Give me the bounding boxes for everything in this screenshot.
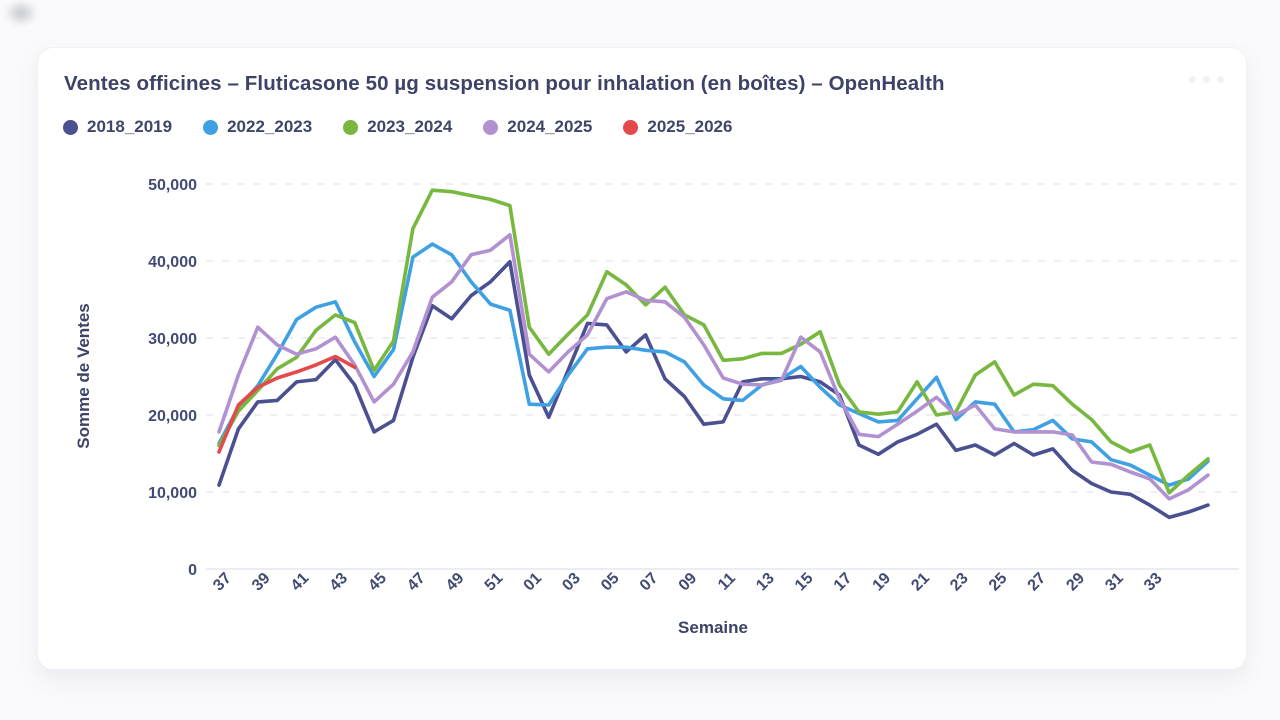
x-tick-label: 13: [753, 570, 778, 595]
legend-label: 2023_2024: [367, 117, 453, 136]
legend-item-2023_2024[interactable]: 2023_2024: [343, 117, 452, 137]
legend-swatch: [483, 119, 499, 135]
gridlines: [206, 183, 1239, 570]
legend-swatch: [343, 119, 359, 135]
x-tick-label: 31: [1102, 570, 1127, 595]
legend-item-2025_2026[interactable]: 2025_2026: [623, 117, 732, 137]
y-axis-title: Somme de Ventes: [74, 303, 93, 449]
y-tick-label: 30,000: [148, 331, 197, 348]
y-tick-label: 10,000: [148, 485, 197, 502]
x-tick-label: 05: [598, 570, 623, 595]
card-menu-button[interactable]: [1189, 76, 1224, 83]
x-tick-label: 27: [1025, 570, 1050, 595]
x-tick-label: 43: [327, 570, 352, 595]
chart-legend: 2018_2019 2022_2023 2023_2024 2024_2025 2025…: [63, 117, 732, 137]
series-line-2023_2024[interactable]: [217, 188, 1210, 495]
x-tick-label: 29: [1063, 570, 1088, 595]
series-line-2025_2026[interactable]: [217, 354, 357, 454]
series-line-2018_2019[interactable]: [217, 259, 1210, 520]
screen-artifact: [4, 0, 38, 26]
ellipsis-dot: [1203, 76, 1210, 83]
x-tick-label: 47: [404, 570, 429, 595]
x-tick-label: 09: [676, 570, 701, 595]
x-tick-label: 03: [559, 570, 584, 595]
x-tick-label: 45: [365, 570, 390, 595]
x-tick-label: 07: [637, 570, 662, 595]
series-lines: [217, 188, 1210, 520]
y-tick-label: 0: [188, 562, 197, 579]
x-tick-label: 23: [947, 570, 972, 595]
legend-item-2018_2019[interactable]: 2018_2019: [63, 117, 172, 137]
x-axis-tick-labels: 37 39 41 43 45 47 49 51 01 03 05 07 09 11 13 15 17 19 21 23…: [210, 570, 1166, 595]
chart-title: Ventes officines – Fluticasone 50 µg sus…: [64, 72, 945, 95]
x-tick-label: 51: [482, 570, 507, 595]
x-tick-label: 49: [443, 570, 468, 595]
series-line-2024_2025[interactable]: [217, 233, 1210, 501]
legend-swatch: [623, 119, 639, 135]
legend-label: 2024_2025: [507, 117, 593, 136]
y-tick-label: 40,000: [148, 254, 197, 271]
y-axis-tick-labels: 0 10,000 20,000 30,000 40,000 50,000: [148, 177, 197, 579]
x-tick-label: 21: [908, 570, 933, 595]
legend-label: 2022_2023: [227, 117, 313, 136]
y-tick-label: 50,000: [148, 177, 197, 194]
legend-swatch: [203, 119, 219, 135]
legend-label: 2018_2019: [87, 117, 173, 136]
sales-line-chart[interactable]: 0 10,000 20,000 30,000 40,000 50,000 37 39 41 43…: [38, 48, 1246, 669]
x-tick-label: 37: [210, 570, 235, 595]
x-tick-label: 19: [870, 570, 895, 595]
x-tick-label: 17: [831, 570, 856, 595]
legend-swatch: [63, 119, 78, 135]
x-tick-label: 25: [986, 570, 1011, 595]
x-tick-label: 39: [249, 570, 274, 595]
x-tick-label: 15: [792, 570, 817, 595]
ellipsis-dot: [1217, 76, 1224, 83]
legend-item-2024_2025[interactable]: 2024_2025: [483, 117, 592, 137]
series-line-2022_2023[interactable]: [217, 242, 1210, 487]
y-tick-label: 20,000: [148, 408, 197, 425]
legend-label: 2025_2026: [647, 117, 733, 136]
ellipsis-dot: [1189, 76, 1196, 83]
x-tick-label: 01: [520, 570, 545, 595]
x-tick-label: 11: [715, 570, 739, 594]
legend-item-2022_2023[interactable]: 2022_2023: [203, 117, 312, 137]
x-tick-label: 41: [288, 570, 313, 595]
x-tick-label: 33: [1141, 570, 1166, 595]
chart-card: Ventes officines – Fluticasone 50 µg sus…: [37, 47, 1247, 670]
x-axis-title: Semaine: [678, 618, 748, 637]
